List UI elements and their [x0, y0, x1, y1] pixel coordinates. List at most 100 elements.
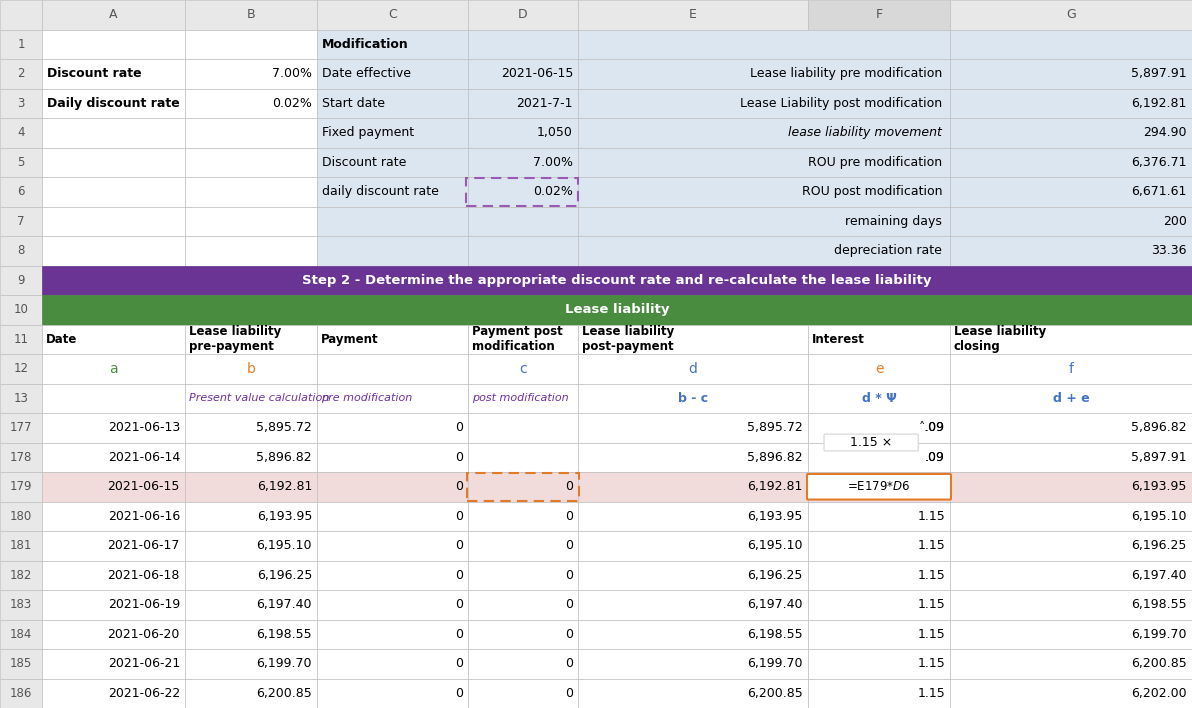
Text: Payment post
modification: Payment post modification — [472, 325, 563, 353]
Text: 2021-06-21: 2021-06-21 — [107, 657, 180, 670]
Bar — [317, 207, 468, 236]
Text: 2021-06-22: 2021-06-22 — [107, 687, 180, 700]
Bar — [468, 177, 578, 207]
Bar — [317, 59, 468, 88]
Text: =E179*$D$6: =E179*$D$6 — [848, 480, 911, 493]
Bar — [0, 295, 42, 324]
Bar — [578, 620, 808, 649]
Bar — [0, 207, 42, 236]
Bar — [42, 561, 185, 590]
Text: daily discount rate: daily discount rate — [322, 185, 439, 198]
Text: Present value calculation: Present value calculation — [190, 393, 329, 404]
Bar — [0, 413, 42, 442]
Text: 7: 7 — [17, 215, 25, 228]
Text: 6,192.81: 6,192.81 — [1131, 97, 1187, 110]
Text: Discount rate: Discount rate — [322, 156, 406, 169]
Text: A: A — [110, 8, 118, 21]
Bar — [185, 501, 317, 531]
Text: 6,199.70: 6,199.70 — [747, 657, 803, 670]
Text: 2021-06-16: 2021-06-16 — [107, 510, 180, 523]
Bar — [185, 531, 317, 561]
Bar — [468, 590, 578, 620]
Bar — [950, 118, 1192, 147]
Text: Date: Date — [46, 333, 77, 346]
Bar — [468, 324, 578, 354]
Text: 8: 8 — [18, 244, 25, 257]
Text: d * Ψ: d * Ψ — [862, 392, 896, 405]
Bar — [578, 678, 808, 708]
Bar — [42, 324, 185, 354]
Bar — [578, 88, 950, 118]
Bar — [317, 177, 468, 207]
Bar — [808, 678, 950, 708]
Bar — [808, 0, 950, 30]
Text: 0: 0 — [455, 598, 462, 611]
Text: 2021-06-18: 2021-06-18 — [107, 569, 180, 582]
Text: 0: 0 — [455, 451, 462, 464]
Bar — [808, 649, 950, 678]
Bar — [317, 472, 468, 501]
Text: 0: 0 — [455, 510, 462, 523]
Text: a: a — [110, 362, 118, 376]
Text: 2021-06-15: 2021-06-15 — [501, 67, 573, 80]
Text: 184: 184 — [10, 628, 32, 641]
Text: 0: 0 — [455, 657, 462, 670]
Bar — [42, 88, 185, 118]
Text: 6,198.55: 6,198.55 — [256, 628, 312, 641]
Text: F: F — [875, 8, 882, 21]
Bar — [467, 473, 579, 501]
Text: 6,195.10: 6,195.10 — [256, 539, 312, 552]
Text: .09: .09 — [925, 421, 945, 434]
Bar — [185, 472, 317, 501]
Bar — [0, 236, 42, 266]
Text: lease liability movement: lease liability movement — [788, 126, 942, 139]
Bar — [42, 531, 185, 561]
Text: Daily discount rate: Daily discount rate — [46, 97, 180, 110]
Text: 33.36: 33.36 — [1151, 244, 1187, 257]
Text: 6,193.95: 6,193.95 — [1131, 480, 1187, 493]
Text: 2021-7-1: 2021-7-1 — [516, 97, 573, 110]
Text: Payment: Payment — [321, 333, 379, 346]
Text: 6,196.25: 6,196.25 — [747, 569, 803, 582]
Text: 11: 11 — [13, 333, 29, 346]
Text: 13: 13 — [13, 392, 29, 405]
Text: 5,896.82: 5,896.82 — [747, 451, 803, 464]
Bar — [185, 207, 317, 236]
Text: 0: 0 — [565, 510, 573, 523]
Text: Fixed payment: Fixed payment — [322, 126, 414, 139]
Bar — [185, 147, 317, 177]
Bar — [185, 442, 317, 472]
Text: 12: 12 — [13, 362, 29, 375]
Text: Lease Liability post modification: Lease Liability post modification — [740, 97, 942, 110]
Text: 186: 186 — [10, 687, 32, 700]
Bar — [578, 442, 808, 472]
Bar — [950, 30, 1192, 59]
Bar — [578, 472, 808, 501]
Bar — [468, 384, 578, 413]
Text: 180: 180 — [10, 510, 32, 523]
Text: Modification: Modification — [322, 38, 409, 51]
Text: E: E — [689, 8, 697, 21]
Bar — [42, 295, 1192, 324]
Bar — [578, 59, 950, 88]
Text: .09: .09 — [925, 451, 945, 464]
Text: 0: 0 — [565, 480, 573, 493]
Bar — [808, 324, 950, 354]
Bar — [578, 324, 808, 354]
Bar — [0, 649, 42, 678]
Text: 0: 0 — [455, 569, 462, 582]
Bar — [42, 501, 185, 531]
Bar — [0, 177, 42, 207]
Bar — [950, 531, 1192, 561]
Text: 0: 0 — [565, 687, 573, 700]
Bar — [808, 531, 950, 561]
Text: 178: 178 — [10, 451, 32, 464]
Text: b: b — [247, 362, 255, 376]
Bar — [0, 266, 42, 295]
Text: 1.15: 1.15 — [918, 628, 945, 641]
Text: 2021-06-20: 2021-06-20 — [107, 628, 180, 641]
Bar — [468, 472, 578, 501]
Bar — [185, 678, 317, 708]
Text: 181: 181 — [10, 539, 32, 552]
Bar — [950, 501, 1192, 531]
